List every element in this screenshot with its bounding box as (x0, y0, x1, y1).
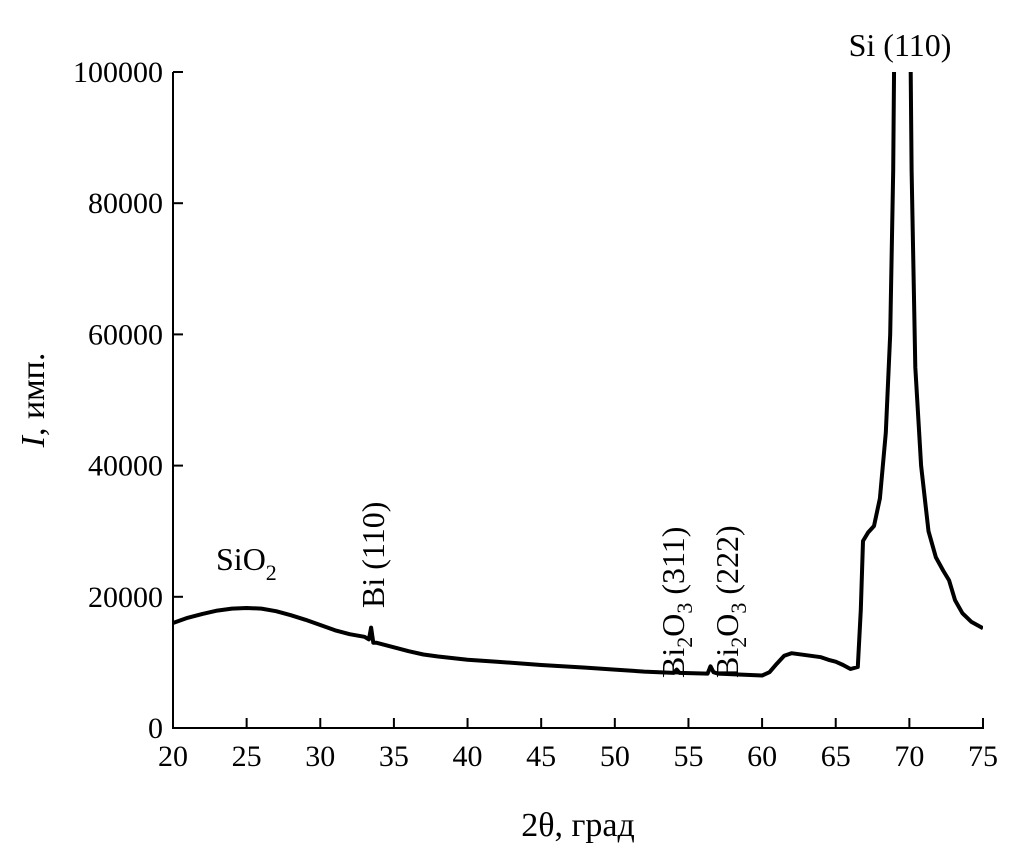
xrd-curve (173, 72, 983, 678)
ticks: 20 25 30 35 40 45 50 55 60 65 70 75 0 20000 40000 60000… (73, 56, 998, 773)
x-tick-label: 50 (600, 740, 630, 773)
y-tick-label: 100000 (73, 56, 163, 89)
x-tick-label: 30 (305, 740, 335, 773)
y-tick-label: 60000 (88, 318, 163, 351)
x-tick-label: 55 (673, 740, 703, 773)
x-tick-label: 25 (232, 740, 262, 773)
x-tick-label: 35 (379, 740, 409, 773)
annotation-bi-110: Bi (110) (355, 502, 391, 608)
y-tick-label: 20000 (88, 581, 163, 614)
y-tick-label: 40000 (88, 450, 163, 483)
annotation-si-110: Si (110) (849, 27, 952, 63)
x-tick-label: 65 (821, 740, 851, 773)
annotation-bi2o3-222: Bi2O3 (222) (709, 525, 751, 678)
y-tick-label: 0 (148, 712, 163, 745)
y-axis-title: I, имп. (15, 353, 52, 449)
x-tick-label: 40 (453, 740, 483, 773)
x-tick-label: 75 (968, 740, 998, 773)
x-tick-label: 70 (894, 740, 924, 773)
x-tick-label: 60 (747, 740, 777, 773)
x-tick-label: 20 (158, 740, 188, 773)
annotation-bi2o3-311: Bi2O3 (311) (655, 527, 697, 678)
y-tick-label: 80000 (88, 187, 163, 220)
annotation-sio2: SiO2 (216, 541, 277, 585)
x-tick-label: 45 (526, 740, 556, 773)
x-axis-title: 2θ, град (521, 807, 635, 844)
